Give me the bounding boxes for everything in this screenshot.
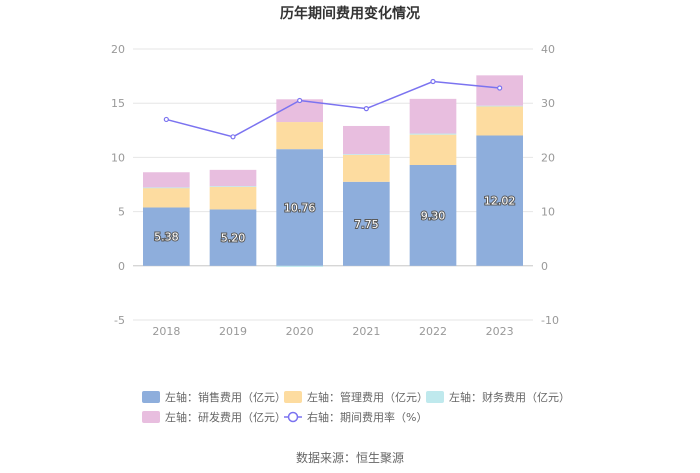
rate-point	[230, 134, 236, 140]
bar-segment	[143, 172, 190, 188]
bar-segment	[209, 186, 257, 210]
bar-segment	[276, 99, 323, 123]
rate-point	[163, 116, 169, 123]
legend-swatch	[142, 411, 160, 423]
bar-segment	[409, 133, 457, 135]
bar-value-label: 10.76	[284, 201, 316, 214]
bar-segment	[343, 154, 390, 155]
x-axis: 2018 2019 2020 2021 2022 2023	[152, 325, 513, 338]
legend-label: 左轴：管理费用（亿元）	[307, 390, 428, 404]
x-tick-label: 2020	[286, 325, 314, 338]
y-left-tick-label: 10	[111, 151, 125, 164]
x-tick-label: 2022	[419, 325, 447, 338]
bar-segment	[143, 187, 190, 208]
bar-segment	[276, 149, 323, 266]
legend-swatch	[426, 391, 444, 403]
bar-segment	[143, 207, 190, 266]
legend: 左轴：销售费用（亿元） 左轴：管理费用（亿元） 左轴：财务费用（亿元） 左轴：研发费用…	[142, 390, 570, 424]
legend-line-marker	[287, 411, 299, 423]
rate-point	[297, 97, 303, 104]
bar-segment	[276, 265, 323, 267]
legend-swatch	[142, 391, 160, 403]
grid	[133, 48, 533, 321]
y-right-tick-label: 40	[541, 43, 555, 56]
bar-value-label: 12.02	[484, 195, 516, 208]
y-left-tick-label: 20	[111, 43, 125, 56]
bar-value-label: 5.20	[221, 232, 246, 245]
bar-segment	[476, 105, 523, 107]
y-right-tick-label: 10	[541, 206, 555, 219]
bar-segment	[476, 106, 523, 136]
bar-segment	[409, 98, 457, 134]
y-left-tick-label: 5	[118, 206, 125, 219]
legend-label: 右轴：期间费用率（%）	[307, 410, 427, 424]
y-right-tick-label: 0	[541, 260, 548, 273]
bar-segment	[476, 135, 523, 266]
y-axis-right: 40 30 20 10 0 -10	[541, 43, 559, 327]
y-right-tick-label: 30	[541, 97, 555, 110]
rate-point	[363, 106, 369, 112]
bar-segment	[343, 125, 390, 155]
bar-segment	[209, 209, 257, 266]
bar-value-label: 9.30	[421, 209, 446, 222]
chart-title: 历年期间费用变化情况	[280, 5, 420, 22]
bar-segment	[343, 154, 390, 182]
source-note: 数据来源：恒生聚源	[296, 450, 404, 465]
legend-label: 左轴：销售费用（亿元）	[165, 390, 286, 404]
rate-line	[163, 78, 503, 140]
bar-value-label: 5.38	[154, 231, 179, 244]
bar-segment	[409, 164, 457, 266]
y-left-tick-label: 0	[118, 260, 125, 273]
x-tick-label: 2018	[152, 325, 180, 338]
legend-label: 左轴：财务费用（亿元）	[449, 390, 570, 404]
y-right-tick-label: -10	[541, 314, 559, 327]
rate-point	[430, 78, 436, 85]
legend-swatch	[284, 391, 302, 403]
x-tick-label: 2023	[486, 325, 514, 338]
rate-point	[497, 85, 503, 91]
bar-segment	[276, 122, 323, 150]
y-right-tick-label: 20	[541, 151, 555, 164]
legend-label: 左轴：研发费用（亿元）	[165, 410, 286, 424]
bar-segment	[209, 186, 257, 187]
bar-value-label: 7.75	[354, 218, 379, 231]
x-tick-label: 2019	[219, 325, 247, 338]
y-axis-left: 20 15 10 5 0 -5	[111, 43, 125, 327]
x-tick-label: 2021	[352, 325, 380, 338]
bar-segment	[343, 181, 390, 266]
bar-segment	[143, 187, 190, 189]
y-left-tick-label: 15	[111, 97, 125, 110]
y-left-tick-label: -5	[114, 314, 125, 327]
bar-segment	[409, 134, 457, 165]
bar-segment	[209, 169, 257, 187]
rate-line-path	[166, 80, 500, 138]
bars: 5.38 5.20 10.76 7.75 9.30 12.02	[143, 75, 523, 267]
